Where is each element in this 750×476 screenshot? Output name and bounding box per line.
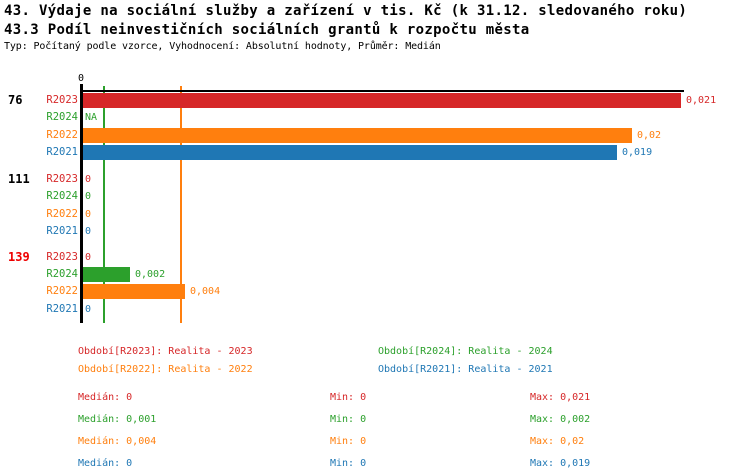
stat-max-r2024: Max: 0,002 xyxy=(530,414,591,425)
value-label-r2024-g111: 0 xyxy=(85,191,92,203)
value-label-r2022-g139: 0,004 xyxy=(190,286,221,298)
chart-meta-line: Typ: Počítaný podle vzorce, Vyhodnocení:… xyxy=(4,41,441,52)
stat-min-r2022: Min: 0 xyxy=(330,436,367,447)
value-label-r2022-g76: 0,02 xyxy=(637,129,662,141)
value-label-r2022-g111: 0 xyxy=(85,208,92,220)
x-axis-top-line xyxy=(80,90,684,92)
stat-max-r2021: Max: 0,019 xyxy=(530,458,591,469)
stat-min-r2023: Min: 0 xyxy=(330,392,367,403)
series-label-r2024-g76: R2024 xyxy=(46,111,78,124)
series-label-r2021-g111: R2021 xyxy=(46,225,78,238)
series-label-r2021-g76: R2021 xyxy=(46,146,78,159)
group-label-139: 139 xyxy=(8,249,30,264)
value-label-r2024-g76: NA xyxy=(85,112,98,124)
stat-median-r2022: Medián: 0,004 xyxy=(78,436,157,447)
group-label-76: 76 xyxy=(8,93,23,107)
stat-max-r2023: Max: 0,021 xyxy=(530,392,591,403)
median-gridline-r2024 xyxy=(103,86,105,323)
chart-title-line2: 43.3 Podíl neinvestičních sociálních gra… xyxy=(4,22,530,38)
legend-item-r2022: Období[R2022]: Realita - 2022 xyxy=(78,364,253,375)
series-label-r2023-g139: R2023 xyxy=(46,250,78,263)
value-label-r2023-g111: 0 xyxy=(85,174,92,185)
median-gridline-r2022 xyxy=(180,86,182,323)
bar-r2023-g76 xyxy=(83,93,681,108)
series-label-r2022-g111: R2022 xyxy=(46,207,78,220)
axis-tick-label-zero: 0 xyxy=(77,73,85,84)
value-label-r2023-g139: 0 xyxy=(85,251,92,263)
value-label-r2021-g139: 0 xyxy=(85,303,92,315)
stat-min-r2021: Min: 0 xyxy=(330,458,367,469)
series-label-r2024-g111: R2024 xyxy=(46,190,78,203)
value-label-r2023-g76: 0,021 xyxy=(686,95,717,106)
series-label-r2022-g76: R2022 xyxy=(46,128,78,141)
series-label-r2021-g139: R2021 xyxy=(46,302,78,315)
bar-r2024-g139 xyxy=(83,266,130,282)
value-label-r2021-g111: 0 xyxy=(85,226,92,238)
series-label-r2022-g139: R2022 xyxy=(46,285,78,298)
legend-item-r2023: Období[R2023]: Realita - 2023 xyxy=(78,346,253,357)
bar-r2022-g139 xyxy=(83,284,185,300)
legend-item-r2024: Období[R2024]: Realita - 2024 xyxy=(378,346,553,357)
value-label-r2024-g139: 0,002 xyxy=(135,268,166,280)
stat-min-r2024: Min: 0 xyxy=(330,414,367,425)
bar-r2021-g76 xyxy=(83,145,617,161)
series-label-r2023-g76: R2023 xyxy=(46,94,78,106)
stat-max-r2022: Max: 0,02 xyxy=(530,436,585,447)
stat-median-r2021: Medián: 0 xyxy=(78,458,133,469)
group-label-111: 111 xyxy=(8,172,30,186)
y-axis-line xyxy=(80,84,83,323)
legend-item-r2021: Období[R2021]: Realita - 2021 xyxy=(378,364,553,375)
series-label-r2023-g111: R2023 xyxy=(46,173,78,185)
bar-r2022-g76 xyxy=(83,127,632,143)
value-label-r2021-g76: 0,019 xyxy=(622,147,653,159)
chart-title-line1: 43. Výdaje na sociální služby a zařízení… xyxy=(4,3,688,19)
series-label-r2024-g139: R2024 xyxy=(46,267,78,280)
stat-median-r2024: Medián: 0,001 xyxy=(78,414,157,425)
stat-median-r2023: Medián: 0 xyxy=(78,392,133,403)
